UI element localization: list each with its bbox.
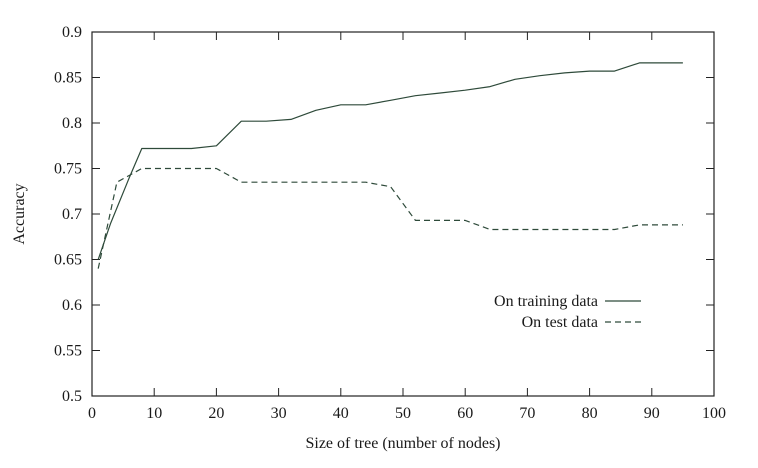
x-tick-label: 0 [88, 405, 96, 422]
x-tick-label: 10 [146, 405, 162, 422]
legend-label-training: On training data [494, 293, 598, 310]
y-tick-label: 0.85 [54, 70, 82, 87]
y-tick-label: 0.7 [62, 206, 82, 223]
x-tick-label: 100 [702, 405, 726, 422]
legend: On training data On test data [494, 293, 641, 331]
x-tick-label: 60 [457, 405, 473, 422]
series-line-test [97, 167, 683, 269]
y-tick-label: 0.75 [54, 161, 82, 178]
y-tick-label: 0.8 [62, 115, 82, 132]
x-tick-labels: 0 10 20 30 40 50 60 70 80 90 100 [88, 405, 726, 422]
legend-label-test: On test data [522, 314, 598, 331]
y-tick-label: 0.6 [62, 297, 82, 314]
series-line-training [97, 62, 683, 260]
axis-ticks [91, 31, 715, 397]
y-tick-label: 0.55 [54, 343, 82, 360]
y-tick-label: 0.9 [62, 24, 82, 41]
x-tick-label: 80 [582, 405, 598, 422]
y-tick-label: 0.5 [62, 388, 82, 405]
y-tick-label: 0.65 [54, 252, 82, 269]
plot-frame [91, 31, 715, 397]
y-tick-labels: 0.5 0.55 0.6 0.65 0.7 0.75 0.8 0.85 0.9 [54, 24, 82, 405]
x-tick-label: 30 [271, 405, 287, 422]
x-tick-label: 70 [519, 405, 535, 422]
series-lines [97, 62, 683, 269]
x-tick-label: 50 [395, 405, 411, 422]
x-tick-label: 40 [333, 405, 349, 422]
x-tick-label: 20 [208, 405, 224, 422]
y-axis-label: Accuracy [11, 183, 28, 244]
x-tick-label: 90 [644, 405, 660, 422]
x-axis-label: Size of tree (number of nodes) [305, 435, 500, 452]
